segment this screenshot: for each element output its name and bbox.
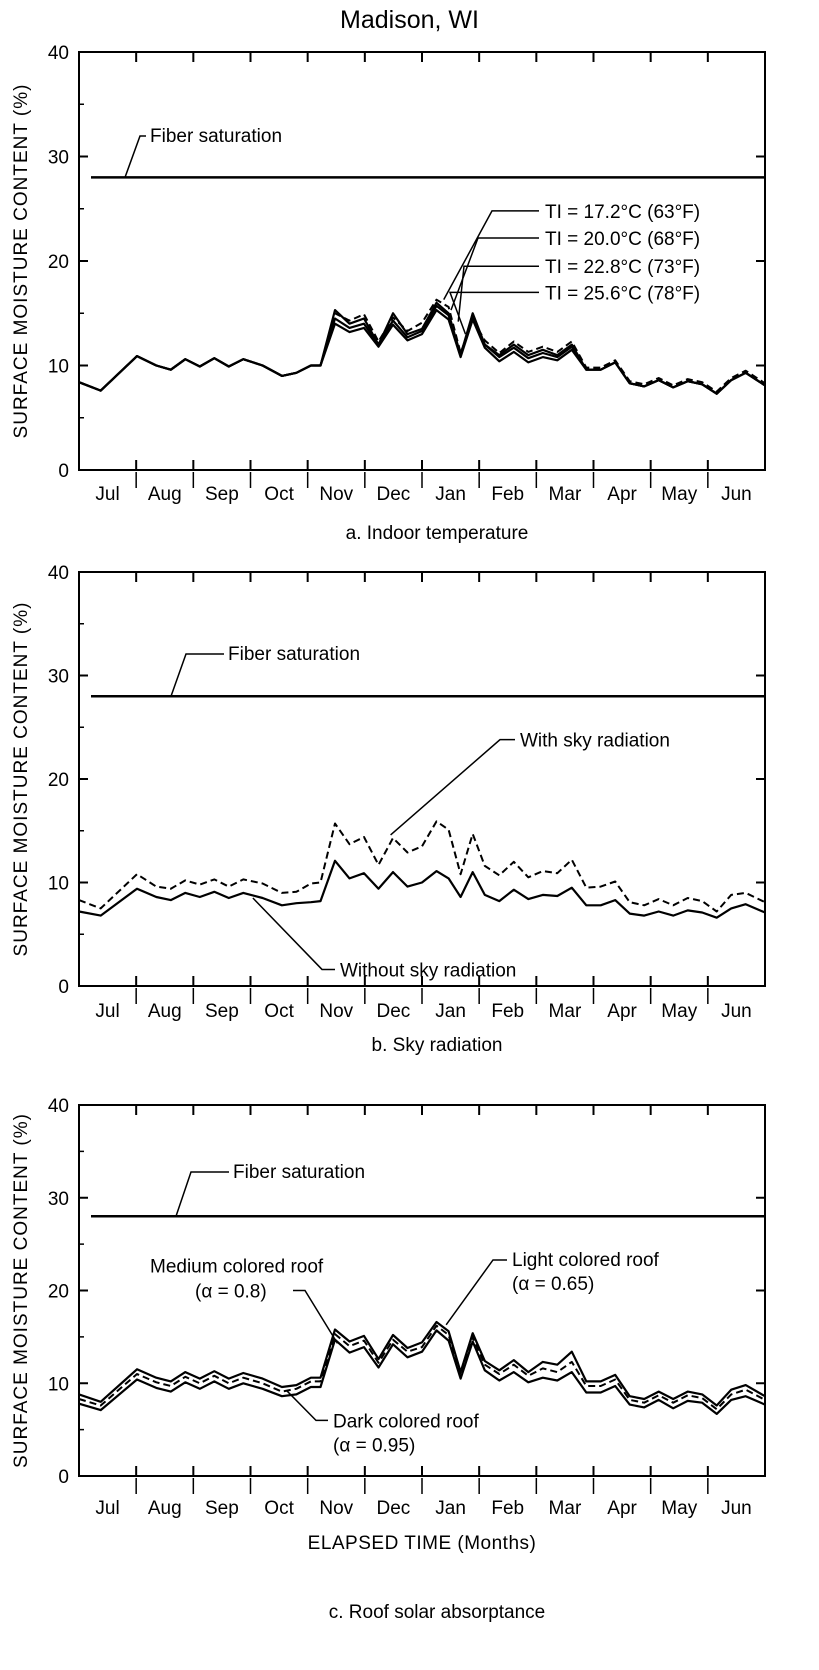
- y-tick-label: 20: [48, 770, 69, 791]
- y-axis-label: SURFACE MOISTURE CONTENT (%): [11, 84, 32, 439]
- x-tick-label-oct: Oct: [264, 484, 294, 505]
- y-tick-label: 30: [48, 148, 69, 169]
- annotation-leader-1: [252, 897, 335, 971]
- x-tick-label-sep: Sep: [205, 1498, 239, 1519]
- x-tick-label-apr: Apr: [607, 1498, 637, 1519]
- x-tick-label-jan: Jan: [435, 1498, 466, 1519]
- y-tick-label: 20: [48, 1282, 69, 1303]
- x-tick-label-mar: Mar: [549, 1498, 582, 1519]
- fiber-saturation-leader: [124, 135, 146, 178]
- x-tick-label-apr: Apr: [607, 1001, 637, 1022]
- chart-panel-sky-radiation: 0 10 20 30 40 Jul Aug Sep Oct Nov Dec Jan Feb Mar Apr M…: [11, 563, 766, 1056]
- annotation-label-1: TI = 20.0°C (68°F): [545, 229, 700, 250]
- plot-frame: [78, 571, 766, 987]
- series-line-1: [78, 859, 766, 919]
- annotation-label-2-line-0: Dark colored roof: [333, 1411, 479, 1432]
- series-line-1: [78, 298, 766, 393]
- annotation-leader-2: [286, 1390, 328, 1422]
- chart-panel-indoor-temperature: 0 10 20 30 40 Jul Aug Sep Oct Nov Dec Jan Feb Mar Apr M…: [11, 43, 766, 544]
- y-tick-label: 30: [48, 667, 69, 688]
- fiber-saturation-label: Fiber saturation: [228, 644, 360, 665]
- fiber-saturation-leader: [170, 653, 224, 697]
- y-tick-label: 10: [48, 357, 69, 378]
- x-tick-label-may: May: [661, 1498, 697, 1519]
- x-tick-label-feb: Feb: [491, 484, 524, 505]
- series-line-0: [78, 820, 766, 913]
- x-tick-label-dec: Dec: [377, 1001, 411, 1022]
- series-line-1: [78, 1324, 766, 1411]
- x-tick-label-sep: Sep: [205, 484, 239, 505]
- annotation-leader-3: [448, 291, 539, 335]
- x-tick-label-mar: Mar: [549, 484, 582, 505]
- y-tick-label: 20: [48, 252, 69, 273]
- fiber-saturation-leader: [175, 1171, 229, 1217]
- x-tick-label-jul: Jul: [95, 484, 119, 505]
- annotation-label-0-line-1: (α = 0.8): [195, 1282, 267, 1303]
- y-tick-label: 10: [48, 874, 69, 895]
- y-tick-label: 0: [58, 461, 69, 482]
- panel-caption: a. Indoor temperature: [346, 523, 529, 544]
- x-axis-label: ELAPSED TIME (Months): [308, 1533, 537, 1554]
- x-tick-label-oct: Oct: [264, 1001, 294, 1022]
- annotation-label-3: TI = 25.6°C (78°F): [545, 283, 700, 304]
- chart-panel-roof-solar-absorptance: 0 10 20 30 40 Jul Aug Sep Oct Nov Dec Jan Feb Mar Apr M…: [11, 1096, 766, 1623]
- annotation-label-1: Without sky radiation: [340, 960, 516, 981]
- x-tick-label-dec: Dec: [377, 484, 411, 505]
- x-tick-label-aug: Aug: [148, 1498, 182, 1519]
- series-line-3: [78, 309, 766, 395]
- x-tick-label-feb: Feb: [491, 1001, 524, 1022]
- annotation-leader-0: [293, 1289, 339, 1344]
- x-tick-label-dec: Dec: [377, 1498, 411, 1519]
- x-tick-label-jul: Jul: [95, 1498, 119, 1519]
- x-tick-label-feb: Feb: [491, 1498, 524, 1519]
- panel-caption: c. Roof solar absorptance: [329, 1602, 546, 1623]
- annotation-leader-2: [457, 265, 539, 322]
- y-tick-label: 10: [48, 1374, 69, 1395]
- y-axis-label: SURFACE MOISTURE CONTENT (%): [11, 1113, 32, 1468]
- x-tick-label-jan: Jan: [435, 1001, 466, 1022]
- x-tick-label-jul: Jul: [95, 1001, 119, 1022]
- x-tick-label-sep: Sep: [205, 1001, 239, 1022]
- y-tick-label: 40: [48, 43, 69, 64]
- annotation-leader-1: [450, 237, 539, 311]
- y-tick-label: 0: [58, 1467, 69, 1488]
- x-tick-label-nov: Nov: [319, 1001, 353, 1022]
- annotation-label-2: TI = 22.8°C (73°F): [545, 257, 700, 278]
- annotation-label-0: TI = 17.2°C (63°F): [545, 202, 700, 223]
- x-tick-label-jun: Jun: [721, 484, 752, 505]
- series-line-0: [78, 1320, 766, 1407]
- annotation-label-0: With sky radiation: [520, 731, 670, 752]
- x-tick-label-nov: Nov: [319, 484, 353, 505]
- annotation-label-1-line-0: Light colored roof: [512, 1250, 660, 1271]
- x-tick-label-jun: Jun: [721, 1001, 752, 1022]
- y-tick-label: 40: [48, 563, 69, 584]
- x-tick-label-aug: Aug: [148, 1001, 182, 1022]
- annotation-label-2-line-1: (α = 0.95): [333, 1435, 415, 1456]
- y-tick-label: 0: [58, 977, 69, 998]
- x-tick-label-mar: Mar: [549, 1001, 582, 1022]
- annotation-leader-1: [445, 1259, 507, 1326]
- x-tick-label-may: May: [661, 1001, 697, 1022]
- annotation-label-1-line-1: (α = 0.65): [512, 1274, 594, 1295]
- annotation-leader-0: [390, 738, 515, 836]
- series-line-2: [78, 1329, 766, 1415]
- x-tick-label-jan: Jan: [435, 484, 466, 505]
- fiber-saturation-label: Fiber saturation: [233, 1162, 365, 1183]
- annotation-label-0-line-0: Medium colored roof: [150, 1257, 324, 1278]
- x-tick-label-may: May: [661, 484, 697, 505]
- x-tick-label-apr: Apr: [607, 484, 637, 505]
- panel-caption: b. Sky radiation: [372, 1035, 503, 1056]
- x-tick-label-nov: Nov: [319, 1498, 353, 1519]
- y-tick-label: 40: [48, 1096, 69, 1117]
- y-axis-label: SURFACE MOISTURE CONTENT (%): [11, 602, 32, 957]
- x-tick-label-jun: Jun: [721, 1498, 752, 1519]
- y-tick-label: 30: [48, 1189, 69, 1210]
- x-tick-label-aug: Aug: [148, 484, 182, 505]
- chart-title: Madison, WI: [340, 6, 479, 34]
- annotation-leader-0: [443, 210, 539, 301]
- x-tick-label-oct: Oct: [264, 1498, 294, 1519]
- fiber-saturation-label: Fiber saturation: [150, 126, 282, 147]
